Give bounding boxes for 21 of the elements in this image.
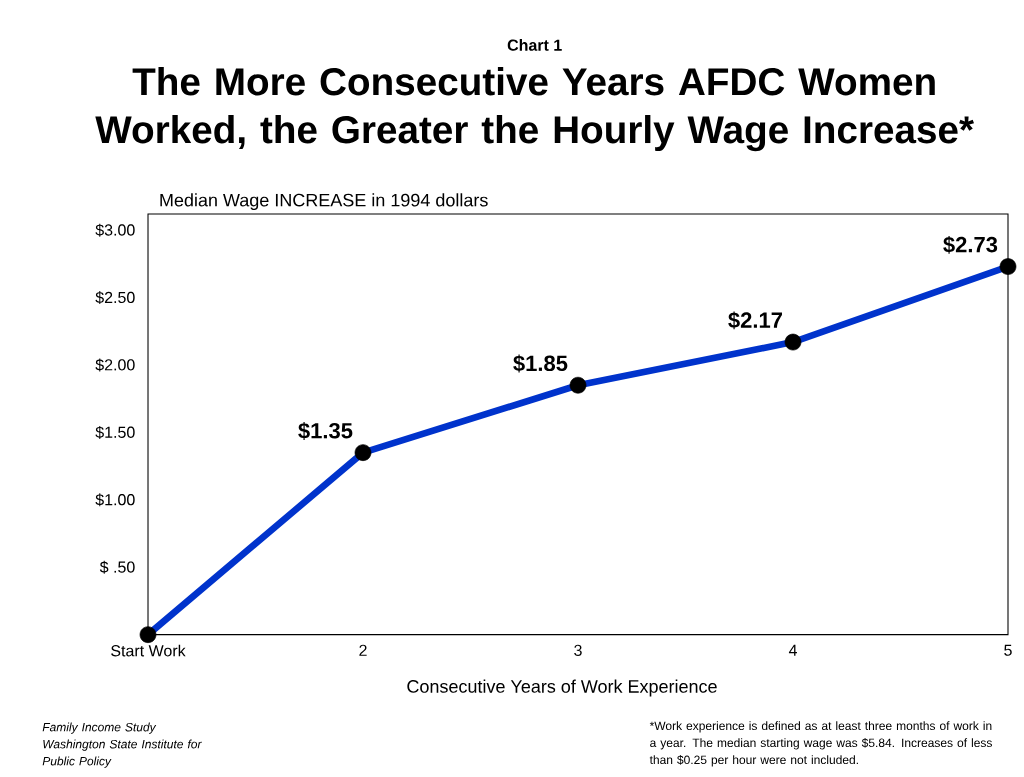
- y-tick-label: $2.50: [95, 291, 135, 305]
- data-label: $1.85: [513, 354, 568, 373]
- x-axis-title: Consecutive Years of Work Experience: [407, 679, 717, 697]
- y-tick-label: $3.00: [95, 223, 135, 237]
- data-label: $2.73: [943, 235, 998, 254]
- data-label: $1.35: [298, 421, 353, 440]
- y-tick-label: $2.00: [95, 358, 135, 372]
- y-axis-title: Median Wage INCREASE in 1994 dollars: [160, 193, 488, 211]
- text: Family Income Study Washington State Institute for Public Policy: [42, 722, 202, 768]
- x-tick-label: 5: [1004, 644, 1012, 656]
- x-tick-label: Start Work: [111, 644, 186, 657]
- x-tick-label: 4: [788, 644, 797, 656]
- y-tick-label: $1.50: [95, 425, 135, 439]
- text: *Work experience is defined as at least three months of work in a year. The median starting wage was $5.84. Increases of less than $0.25 per hour were not included.: [649, 721, 992, 767]
- y-tick-label: $1.00: [95, 493, 135, 507]
- chart-title: The More Consecutive Years AFDC Women Worked, the Greater the Hourly Wage Increase*: [95, 67, 974, 152]
- y-tick-label: $ .50: [99, 560, 135, 574]
- data-label: $2.17: [728, 311, 782, 330]
- chart-subtitle: Chart 1: [507, 39, 562, 51]
- x-tick-label: 2: [359, 644, 367, 656]
- x-tick-label: 3: [574, 644, 582, 657]
